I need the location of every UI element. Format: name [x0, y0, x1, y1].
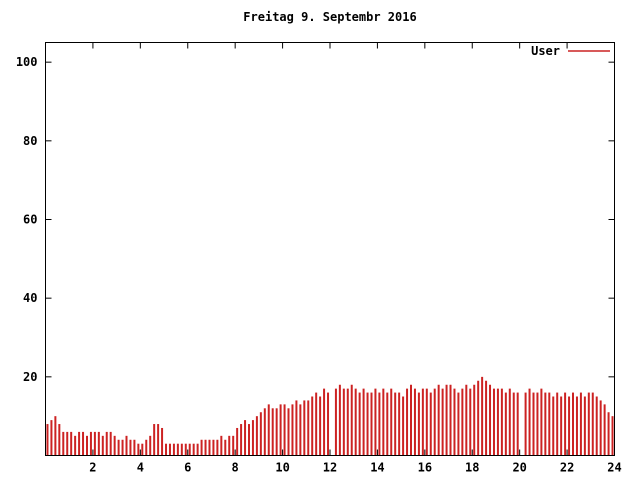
y-tick-label: 60 — [23, 213, 37, 227]
x-tick-label: 18 — [465, 461, 479, 475]
y-tick-label: 100 — [16, 55, 38, 69]
x-tick-label: 20 — [512, 461, 526, 475]
y-tick-label: 20 — [23, 370, 37, 384]
legend: User — [531, 44, 610, 58]
x-tick-label: 4 — [137, 461, 144, 475]
x-tick-label: 12 — [323, 461, 337, 475]
x-tick-label: 2 — [89, 461, 96, 475]
x-tick-label: 16 — [418, 461, 432, 475]
x-tick-label: 10 — [275, 461, 289, 475]
x-tick-label: 6 — [184, 461, 191, 475]
legend-series-label: User — [531, 44, 560, 58]
y-tick-label: 40 — [23, 291, 37, 305]
x-tick-label: 14 — [370, 461, 384, 475]
bars-group — [46, 376, 614, 456]
y-tick-label: 80 — [23, 134, 37, 148]
x-tick-label: 8 — [232, 461, 239, 475]
x-tick-label: 22 — [560, 461, 574, 475]
chart-title: Freitag 9. Septembr 2016 — [243, 10, 416, 24]
x-tick-label: 24 — [607, 461, 621, 475]
